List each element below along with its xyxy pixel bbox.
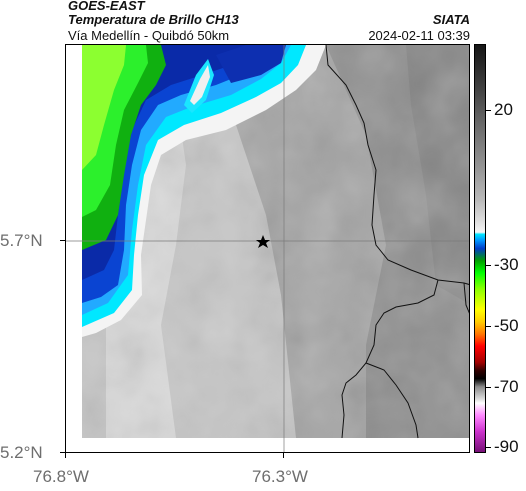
- datetime-label: 2024-02-11 03:39: [368, 28, 470, 43]
- department-border: [325, 45, 469, 285]
- colorbar-label: 20: [494, 100, 513, 119]
- lat-tick: [60, 452, 65, 453]
- colorbar-tick: [486, 387, 491, 388]
- department-border: [341, 279, 439, 439]
- lon-label: 76.8°W: [33, 467, 89, 486]
- lon-tick: [65, 453, 66, 458]
- cloud-pocket-white: [190, 65, 210, 105]
- colorbar-tick: [486, 447, 491, 448]
- lat-label: 5.2°N: [0, 443, 43, 462]
- cloud-patch-blue: [216, 45, 286, 83]
- location-label: Vía Medellín - Quibdó 50km: [68, 28, 230, 43]
- colorbar-tick: [486, 110, 491, 111]
- lat-label: 5.7°N: [0, 231, 43, 250]
- colorbar: [474, 44, 486, 453]
- colorbar-label: -70: [494, 377, 519, 396]
- lon-label: 76.3°W: [252, 467, 308, 486]
- colorbar-tick: [486, 265, 491, 266]
- map-canvas: [66, 45, 469, 452]
- map-subtitle: Temperatura de Brillo CH13: [68, 12, 239, 27]
- colorbar-label: -50: [494, 316, 519, 335]
- station-star: [256, 235, 270, 248]
- colorbar-label: -30: [494, 255, 519, 274]
- source-label: SIATA: [432, 12, 470, 27]
- colorbar-label: -90: [494, 437, 519, 456]
- lon-tick: [283, 453, 284, 458]
- cloud-lime: [82, 45, 126, 170]
- department-border: [463, 282, 469, 314]
- map-title: GOES-EAST: [68, 0, 145, 13]
- colorbar-tick: [486, 326, 491, 327]
- satellite-map[interactable]: [65, 44, 470, 453]
- department-border: [365, 362, 419, 439]
- lat-tick: [60, 240, 65, 241]
